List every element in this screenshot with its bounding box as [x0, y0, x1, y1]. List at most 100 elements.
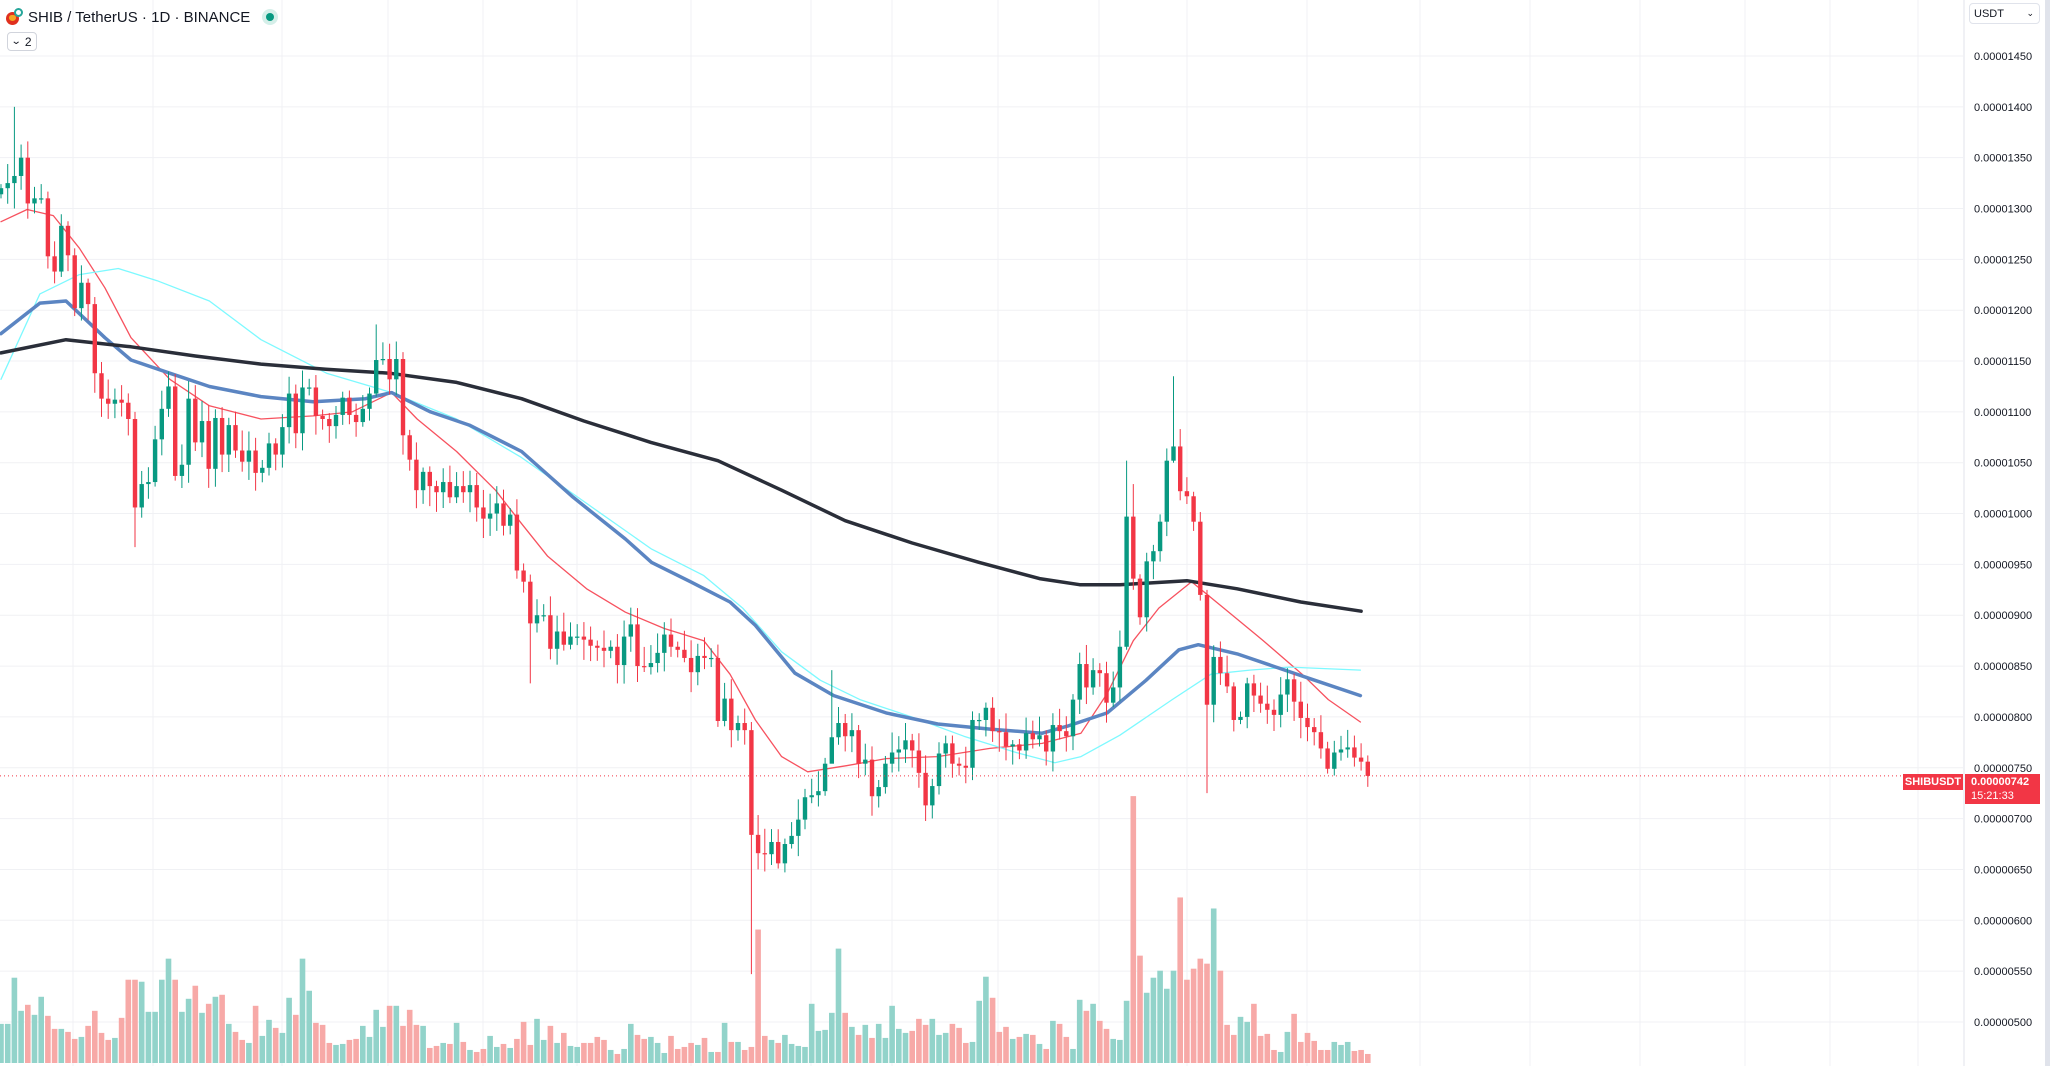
volume-bar [835, 948, 842, 1063]
volume-bar [360, 1025, 366, 1063]
candle-up [18, 144, 24, 190]
candle-down [762, 828, 767, 872]
candle-up [112, 388, 118, 419]
candle-up [769, 829, 774, 866]
volume-bar [266, 1019, 272, 1063]
volume-bar [1284, 1031, 1291, 1063]
volume-bar [1271, 1049, 1277, 1063]
volume-bar [333, 1044, 339, 1063]
candle-body [1044, 735, 1049, 752]
candle-body [963, 765, 968, 768]
candle-up [608, 640, 613, 659]
candle-down [581, 622, 587, 660]
candle-up [896, 736, 901, 772]
last-price-value: 0.00000742 [1971, 775, 2030, 788]
volume-bar [1324, 1049, 1331, 1063]
candle-body [99, 373, 104, 399]
volume-bar [540, 1039, 547, 1063]
price-axis[interactable]: 0.00001450 0.00001400 0.00001350 0.00001300… [0, 51, 2032, 1029]
volume-bar [1157, 970, 1163, 1063]
volume-bar [695, 1044, 701, 1063]
candle-down [293, 384, 298, 449]
volume-bar [427, 1047, 433, 1063]
volume-bar [1023, 1033, 1029, 1063]
candle-up [782, 838, 788, 873]
indicators-collapse-button[interactable]: ⌄ 2 [7, 32, 37, 51]
volume-bar [688, 1042, 694, 1063]
candle-body [132, 418, 138, 508]
volume-bars [0, 796, 1371, 1063]
candle-up [1332, 740, 1337, 776]
symbol-title[interactable]: SHIB / TetherUS · 1D · BINANCE [28, 8, 251, 26]
volume-bar [487, 1035, 493, 1063]
price-tick-label: 0.00001100 [1974, 407, 2031, 419]
volume-bar [1170, 970, 1177, 1063]
volume-bar [494, 1046, 500, 1063]
candle-down [414, 442, 419, 509]
candle-body [347, 397, 352, 415]
candle-down [474, 473, 479, 522]
candle-body [789, 835, 794, 845]
candle-body [72, 255, 77, 309]
volume-bar [808, 1003, 815, 1063]
candle-body [508, 514, 513, 526]
candle-body [1104, 673, 1109, 703]
candle-body [400, 359, 406, 436]
volume-bar [18, 1010, 24, 1063]
candle-up [662, 622, 667, 672]
candle-body [333, 414, 339, 427]
symbol-header[interactable]: SHIB / TetherUS · 1D · BINANCE [6, 7, 279, 27]
candle-down [240, 430, 245, 472]
candle-body [936, 753, 942, 787]
volume-bar [112, 1037, 118, 1063]
volume-bar [1217, 970, 1224, 1063]
candle-down [997, 719, 1002, 752]
candle-body [461, 486, 466, 493]
bar-close-countdown: 15:21:33 [1971, 789, 2014, 802]
price-tick-label: 0.00000700 [1974, 814, 2032, 826]
volume-bar [413, 1024, 420, 1063]
volume-bar [1210, 908, 1217, 1063]
volume-bar [1237, 1016, 1244, 1063]
volume-bar [963, 1042, 969, 1063]
volume-bar [279, 1032, 286, 1063]
volume-bar [1050, 1020, 1056, 1063]
candle-body [575, 636, 580, 638]
candle-body [1258, 695, 1263, 704]
candle-down [1218, 641, 1223, 685]
currency-select[interactable]: USDT ⌄ [1969, 3, 2040, 24]
volume-bar [983, 976, 989, 1063]
candle-body [1358, 757, 1364, 762]
volume-bar [406, 1009, 413, 1063]
candle-down [1258, 682, 1263, 713]
price-tick-label: 0.00001200 [1974, 305, 2032, 317]
candle-body [79, 282, 84, 309]
volume-bar [319, 1024, 326, 1063]
market-open-status-icon[interactable] [262, 9, 279, 25]
candle-body [769, 841, 774, 855]
candle-down [990, 697, 995, 742]
candle-body [320, 415, 325, 419]
candle-body [528, 581, 533, 624]
candle-down [1057, 708, 1062, 740]
candle-body [5, 183, 10, 189]
moving-averages [0, 208, 1363, 773]
volume-bar [547, 1025, 554, 1063]
candle-up [494, 486, 499, 531]
candle-body [997, 731, 1002, 733]
volume-bar [1177, 897, 1183, 1063]
volume-bar [527, 1044, 534, 1063]
candle-body [762, 853, 767, 855]
price-tick-label: 0.00000800 [1974, 712, 2032, 724]
candle-body [514, 514, 520, 571]
candle-body [126, 402, 131, 419]
volume-bar [205, 1003, 212, 1063]
volume-bar [4, 1023, 11, 1063]
volume-bar [648, 1036, 654, 1063]
volume-bar [762, 1035, 768, 1063]
candle-up [796, 799, 801, 857]
chevron-down-icon: ⌄ [2026, 8, 2034, 18]
candle-body [601, 647, 607, 651]
volume-bar [936, 1034, 942, 1063]
